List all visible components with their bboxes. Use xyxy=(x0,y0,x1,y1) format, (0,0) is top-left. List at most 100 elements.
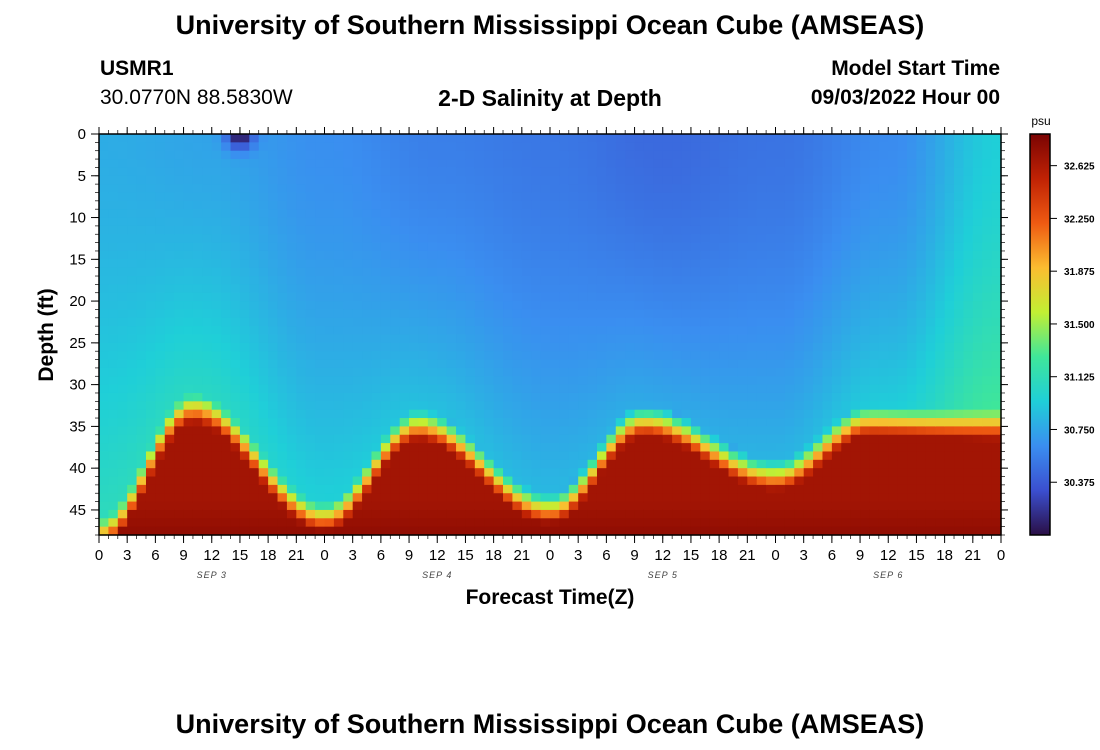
heatmap-cell xyxy=(531,384,542,394)
heatmap-cell xyxy=(850,434,861,444)
heatmap-cell xyxy=(737,468,748,478)
heatmap-cell xyxy=(972,518,983,528)
heatmap-cell xyxy=(907,209,918,219)
heatmap-cell xyxy=(474,443,485,453)
heatmap-cell xyxy=(399,376,410,386)
heatmap-cell xyxy=(784,526,795,536)
heatmap-cell xyxy=(615,376,626,386)
heatmap-cell xyxy=(155,359,166,369)
heatmap-cell xyxy=(352,526,363,536)
heatmap-cell xyxy=(380,484,391,494)
heatmap-cell xyxy=(399,267,410,277)
heatmap-cell xyxy=(418,200,429,210)
heatmap-cell xyxy=(456,409,467,419)
heatmap-cell xyxy=(239,434,250,444)
heatmap-cell xyxy=(878,409,889,419)
heatmap-cell xyxy=(446,401,457,411)
heatmap-cell xyxy=(164,326,175,336)
heatmap-cell xyxy=(747,392,758,402)
heatmap-cell xyxy=(286,242,297,252)
heatmap-cell xyxy=(512,434,523,444)
heatmap-cell xyxy=(681,501,692,511)
heatmap-cell xyxy=(155,134,166,143)
heatmap-cell xyxy=(427,301,438,311)
heatmap-cell xyxy=(286,392,297,402)
heatmap-cell xyxy=(700,225,711,235)
heatmap-cell xyxy=(587,384,598,394)
heatmap-cell xyxy=(719,443,730,453)
heatmap-cell xyxy=(249,175,260,185)
heatmap-cell xyxy=(944,159,955,169)
heatmap-cell xyxy=(850,501,861,511)
heatmap-cell xyxy=(315,309,326,319)
heatmap-cell xyxy=(897,217,908,227)
heatmap-cell xyxy=(935,184,946,194)
heatmap-cell xyxy=(653,159,664,169)
heatmap-cell xyxy=(982,142,993,152)
heatmap-cell xyxy=(982,225,993,235)
heatmap-cell xyxy=(437,292,448,302)
heatmap-cell xyxy=(709,309,720,319)
heatmap-cell xyxy=(324,242,335,252)
x-tick-label: 0 xyxy=(771,547,779,564)
heatmap-cell xyxy=(512,426,523,436)
heatmap-cell xyxy=(456,426,467,436)
heatmap-cell xyxy=(465,384,476,394)
heatmap-cell xyxy=(108,175,119,185)
heatmap-cell xyxy=(634,309,645,319)
heatmap-cell xyxy=(728,242,739,252)
heatmap-cell xyxy=(333,367,344,377)
heatmap-cell xyxy=(315,175,326,185)
heatmap-cell xyxy=(286,367,297,377)
heatmap-cell xyxy=(249,443,260,453)
heatmap-cell xyxy=(437,418,448,427)
heatmap-cell xyxy=(371,134,382,143)
heatmap-cell xyxy=(568,150,579,160)
heatmap-cell xyxy=(615,200,626,210)
heatmap-cell xyxy=(315,250,326,260)
heatmap-cell xyxy=(164,192,175,202)
heatmap-cell xyxy=(418,376,429,386)
heatmap-cell xyxy=(737,284,748,294)
heatmap-cell xyxy=(972,259,983,269)
heatmap-cell xyxy=(578,509,589,519)
heatmap-cell xyxy=(559,518,570,528)
heatmap-cell xyxy=(465,334,476,344)
heatmap-cell xyxy=(192,292,203,302)
heatmap-cell xyxy=(822,192,833,202)
heatmap-cell xyxy=(860,217,871,227)
heatmap-cell xyxy=(145,451,156,461)
heatmap-cell xyxy=(954,217,965,227)
heatmap-cell xyxy=(897,501,908,511)
heatmap-cell xyxy=(681,159,692,169)
heatmap-cell xyxy=(427,192,438,202)
heatmap-cell xyxy=(484,242,495,252)
heatmap-cell xyxy=(427,434,438,444)
heatmap-cell xyxy=(503,443,514,453)
heatmap-cell xyxy=(982,426,993,436)
heatmap-cell xyxy=(183,351,194,361)
heatmap-cell xyxy=(221,267,232,277)
heatmap-cell xyxy=(888,376,899,386)
heatmap-cell xyxy=(446,367,457,377)
heatmap-cell xyxy=(925,134,936,143)
heatmap-cell xyxy=(737,309,748,319)
heatmap-cell xyxy=(991,468,1002,478)
heatmap-cell xyxy=(343,175,354,185)
heatmap-cell xyxy=(427,159,438,169)
heatmap-cell xyxy=(183,443,194,453)
heatmap-cell xyxy=(596,309,607,319)
heatmap-cell xyxy=(465,493,476,503)
heatmap-cell xyxy=(268,159,279,169)
heatmap-cell xyxy=(99,242,109,252)
heatmap-cell xyxy=(399,401,410,411)
y-tick-label: 45 xyxy=(69,502,86,519)
heatmap-cell xyxy=(343,484,354,494)
heatmap-cell xyxy=(672,150,683,160)
heatmap-cell xyxy=(850,134,861,143)
heatmap-cell xyxy=(869,434,880,444)
heatmap-cell xyxy=(756,217,767,227)
heatmap-cell xyxy=(794,476,805,486)
heatmap-cell xyxy=(860,501,871,511)
heatmap-cell xyxy=(183,384,194,394)
